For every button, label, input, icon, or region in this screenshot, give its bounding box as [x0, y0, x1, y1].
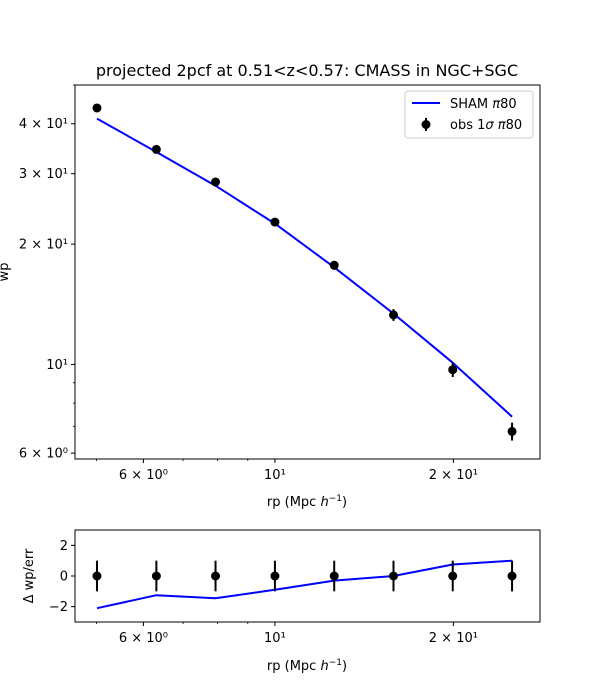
main-data-point — [329, 260, 339, 270]
main-y-tick-label: 6 × 10⁰ — [19, 447, 68, 462]
residual-y-tick-label: 0 — [60, 570, 68, 585]
main-y-tick-label: 10¹ — [46, 358, 68, 373]
main-data-point — [507, 426, 517, 436]
main-data-point — [448, 365, 458, 375]
main-y-tick-label: 2 × 10¹ — [19, 238, 68, 253]
residual-data-point — [388, 571, 398, 581]
residual-y-axis-label: Δ wp/err — [22, 548, 37, 603]
legend: SHAM π80 obs 1σ π80 — [404, 90, 534, 139]
legend-entry-obs: obs 1σ π80 — [450, 118, 522, 133]
residual-data-point — [151, 571, 161, 581]
residual-plot-area: 6 × 10⁰ 10¹ 2 × 10¹ −2 0 2 — [49, 529, 541, 646]
main-chart-title: projected 2pcf at 0.51<z<0.57: CMASS in … — [96, 61, 518, 80]
residual-data-point — [211, 571, 221, 581]
main-y-axis-label: wp — [0, 263, 12, 282]
main-panel: projected 2pcf at 0.51<z<0.57: CMASS in … — [0, 61, 541, 510]
residual-panel: 6 × 10⁰ 10¹ 2 × 10¹ −2 0 2 rp (Mpc h−1) Δ wp/… — [22, 529, 541, 674]
residual-series-sham-line — [96, 559, 513, 610]
residual-data-point — [448, 571, 458, 581]
main-series-sham-line — [96, 117, 513, 418]
main-data-point — [151, 144, 161, 154]
main-axes-frame — [74, 84, 541, 460]
main-x-tick-label: 10¹ — [264, 468, 286, 483]
residual-data-point — [270, 571, 280, 581]
residual-x-tick-label: 2 × 10¹ — [429, 631, 478, 646]
residual-data-point — [92, 571, 102, 581]
residual-x-axis-label: rp (Mpc h−1) — [267, 658, 347, 674]
main-x-axis-label: rp (Mpc h−1) — [267, 494, 347, 510]
residual-data-point — [507, 571, 517, 581]
residual-x-tick-label: 6 × 10⁰ — [119, 631, 168, 646]
main-x-tick-label: 2 × 10¹ — [429, 468, 478, 483]
main-y-tick-label: 3 × 10¹ — [19, 167, 68, 182]
main-plot-area: 6 × 10⁰ 10¹ 2 × 10¹ 6 × 10⁰ 10¹ 2 × 10¹ 3 × 10… — [19, 84, 541, 483]
residual-data-point — [329, 571, 339, 581]
main-data-point — [92, 103, 102, 113]
residual-x-tick-label: 10¹ — [264, 631, 286, 646]
main-data-point — [270, 217, 280, 227]
residual-y-tick-label: 2 — [60, 539, 68, 554]
main-data-point — [211, 177, 221, 187]
residual-y-tick-label: −2 — [49, 600, 68, 615]
main-y-tick-label: 4 × 10¹ — [19, 117, 68, 132]
main-data-point — [388, 310, 398, 320]
legend-marker-swatch — [421, 120, 431, 129]
legend-entry-sham: SHAM π80 — [450, 97, 517, 112]
main-x-tick-label: 6 × 10⁰ — [119, 468, 168, 483]
